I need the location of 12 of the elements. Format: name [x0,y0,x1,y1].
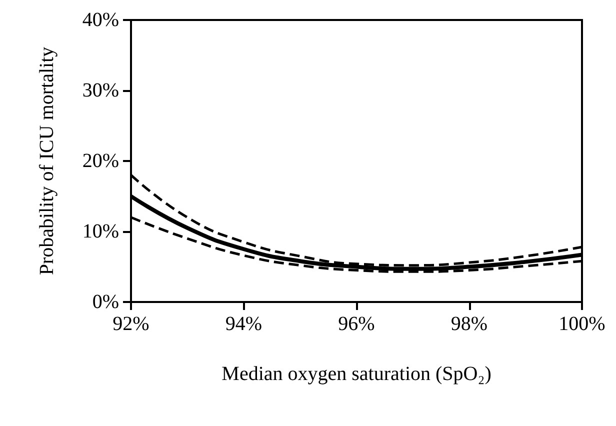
x-axis-title: Median oxygen saturation (SpO₂) [222,363,492,385]
x-tick-label: 92% [112,313,150,335]
x-tick-label: 98% [450,313,488,335]
y-axis-title: Probability of ICU mortality [36,46,58,276]
y-tick-label: 20% [82,150,119,172]
x-tick-label: 96% [338,313,375,335]
y-tick-label: 40% [82,9,119,31]
y-tick-label: 0% [92,291,119,313]
x-tick-label: 100% [558,313,606,335]
x-tick-label: 94% [225,313,262,335]
y-tick-label: 10% [82,220,119,242]
y-tick-label: 30% [82,80,119,102]
